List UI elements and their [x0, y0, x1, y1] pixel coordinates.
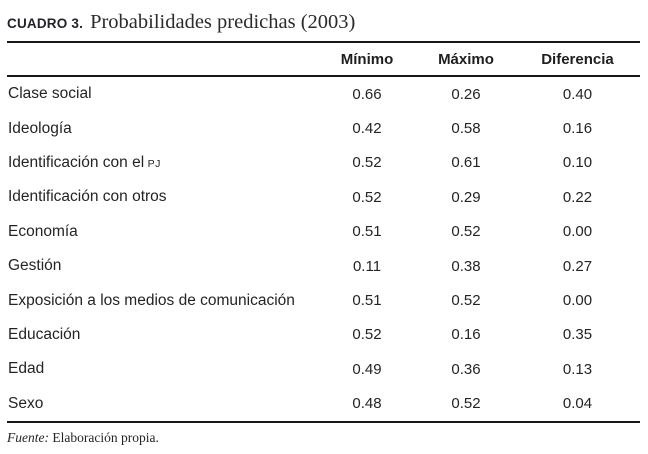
cell-diferencia: 0.40 [562, 85, 593, 103]
table-row: Edad 0.49 0.36 0.13 [7, 352, 640, 386]
row-label-text: Economía [8, 222, 78, 240]
row-label: Educación [7, 326, 317, 344]
cell-minimo: 0.52 [352, 326, 382, 344]
row-label-text: Gestión [8, 257, 62, 275]
table-row: Ideología 0.42 0.58 0.16 [7, 111, 640, 145]
cell-diferencia: 0.16 [562, 120, 593, 138]
cell-minimo: 0.51 [352, 223, 382, 241]
row-label: Identificación con el PJ [7, 154, 317, 172]
caption-label: CUADRO 3. [7, 16, 84, 31]
table-row: Clase social 0.66 0.26 0.40 [7, 77, 640, 111]
row-label-text: Sexo [8, 394, 44, 412]
row-label: Edad [7, 360, 317, 378]
source-text: Elaboración propia. [52, 430, 159, 445]
cell-diferencia: 0.22 [562, 188, 593, 206]
row-label: Economía [7, 223, 317, 241]
row-label-text: Identificación con otros [8, 188, 167, 206]
cell-maximo: 0.52 [451, 395, 481, 413]
cell-minimo: 0.42 [352, 120, 382, 138]
table-caption: CUADRO 3. Probabilidades predichas (2003… [7, 11, 355, 34]
data-table: Mínimo Máximo Diferencia Clase social 0.… [7, 41, 640, 423]
row-label-text: Educación [8, 325, 81, 343]
cell-minimo: 0.48 [352, 395, 382, 413]
table-row: Gestión 0.11 0.38 0.27 [7, 249, 640, 283]
cell-maximo: 0.58 [451, 120, 481, 138]
table-row: Economía 0.51 0.52 0.00 [7, 215, 640, 249]
row-label: Ideología [7, 120, 317, 138]
table-row: Exposición a los medios de comunicación … [7, 283, 640, 317]
row-label-acronym: PJ [144, 157, 161, 170]
caption-title: Probabilidades predichas (2003) [90, 11, 356, 33]
table-row: Identificación con otros 0.52 0.29 0.22 [7, 180, 640, 214]
cell-maximo: 0.61 [451, 154, 481, 172]
row-label-text: Edad [8, 360, 45, 378]
cell-maximo: 0.16 [451, 326, 481, 344]
table-row: Sexo 0.48 0.52 0.04 [7, 387, 640, 421]
cell-maximo: 0.26 [451, 85, 481, 103]
cell-maximo: 0.52 [451, 292, 481, 310]
cell-diferencia: 0.10 [562, 154, 593, 172]
cell-diferencia: 0.04 [562, 395, 593, 413]
cell-minimo: 0.52 [352, 188, 382, 206]
column-header-diferencia: Diferencia [541, 50, 614, 68]
cell-minimo: 0.49 [352, 360, 382, 378]
cell-diferencia: 0.13 [562, 360, 593, 378]
row-label: Clase social [7, 85, 317, 103]
source-label: Fuente: [7, 430, 49, 445]
cell-maximo: 0.38 [451, 257, 481, 275]
table-row: Identificación con el PJ 0.52 0.61 0.10 [7, 146, 640, 180]
cell-minimo: 0.51 [352, 292, 382, 310]
row-label: Exposición a los medios de comunicación [7, 292, 317, 310]
row-label-text: Ideología [8, 119, 72, 137]
cell-diferencia: 0.00 [562, 223, 593, 241]
row-label: Identificación con otros [7, 188, 317, 206]
cell-maximo: 0.36 [451, 360, 481, 378]
cell-minimo: 0.66 [352, 85, 382, 103]
cell-diferencia: 0.27 [562, 257, 593, 275]
table-header-row: Mínimo Máximo Diferencia [7, 43, 640, 77]
cell-maximo: 0.52 [451, 223, 481, 241]
table-body: Clase social 0.66 0.26 0.40 Ideología 0.… [7, 77, 640, 423]
cell-diferencia: 0.00 [562, 292, 593, 310]
table-row: Educación 0.52 0.16 0.35 [7, 318, 640, 352]
row-label: Sexo [7, 395, 317, 413]
cell-minimo: 0.52 [352, 154, 382, 172]
column-header-minimo: Mínimo [340, 50, 394, 68]
column-header-maximo: Máximo [438, 50, 494, 68]
cell-minimo: 0.11 [352, 257, 382, 275]
row-label-text: Clase social [8, 85, 92, 103]
row-label-text: Exposición a los medios de comunicación [8, 291, 295, 309]
cell-diferencia: 0.35 [562, 326, 593, 344]
row-label-text: Identificación con el [8, 153, 145, 171]
source-note: Fuente: Elaboración propia. [7, 430, 159, 446]
cell-maximo: 0.29 [451, 188, 481, 206]
row-label: Gestión [7, 257, 317, 275]
